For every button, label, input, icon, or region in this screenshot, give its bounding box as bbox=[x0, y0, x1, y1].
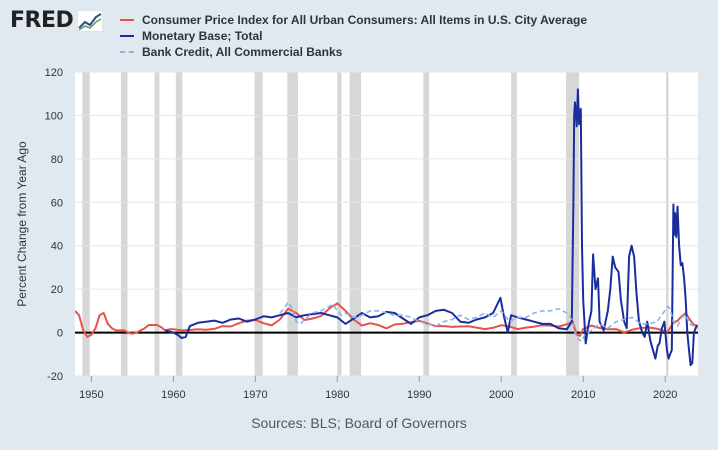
y-tick-label: 60 bbox=[51, 197, 63, 209]
x-tick-label: 1990 bbox=[407, 389, 431, 401]
x-tick-label: 2000 bbox=[489, 389, 513, 401]
recession-band bbox=[154, 72, 160, 376]
legend-label-cpi: Consumer Price Index for All Urban Consu… bbox=[142, 13, 587, 27]
legend-label-monetary-base: Monetary Base; Total bbox=[142, 29, 263, 43]
y-tick-label: 0 bbox=[57, 328, 63, 340]
x-tick-label: 1960 bbox=[161, 389, 185, 401]
x-tick-label: 1970 bbox=[243, 389, 267, 401]
legend-swatch-bank-credit bbox=[120, 51, 134, 53]
recession-band bbox=[175, 72, 183, 376]
legend-item-bank-credit[interactable]: Bank Credit, All Commercial Banks bbox=[120, 44, 587, 60]
recession-band bbox=[120, 72, 128, 376]
logo-text: FRED bbox=[10, 8, 74, 33]
x-tick-label: 1980 bbox=[325, 389, 349, 401]
recession-band bbox=[287, 72, 298, 376]
legend-swatch-monetary-base bbox=[120, 35, 134, 37]
recession-band bbox=[666, 72, 669, 376]
y-tick-label: 20 bbox=[51, 284, 63, 296]
legend-label-bank-credit: Bank Credit, All Commercial Banks bbox=[142, 45, 343, 59]
source-text: Sources: BLS; Board of Governors bbox=[251, 415, 467, 431]
chart-legend: Consumer Price Index for All Urban Consu… bbox=[120, 12, 587, 60]
x-tick-label: 2010 bbox=[571, 389, 595, 401]
recession-band bbox=[511, 72, 517, 376]
y-tick-label: 120 bbox=[45, 67, 63, 79]
x-tick-label: 1950 bbox=[79, 389, 103, 401]
chart-line-icon bbox=[77, 9, 104, 32]
recession-band bbox=[82, 72, 90, 376]
recession-band bbox=[349, 72, 362, 376]
series-group bbox=[75, 88, 698, 367]
legend-item-cpi[interactable]: Consumer Price Index for All Urban Consu… bbox=[120, 12, 587, 28]
y-tick-label: 40 bbox=[51, 241, 63, 253]
monetary-base-series-line bbox=[164, 88, 698, 367]
y-axis-label: Percent Change from Year Ago bbox=[15, 141, 29, 307]
recession-band bbox=[423, 72, 430, 376]
fred-logo[interactable]: FRED bbox=[10, 8, 104, 33]
y-tick-label: 100 bbox=[45, 110, 63, 122]
legend-swatch-cpi bbox=[120, 19, 134, 21]
x-tick-label: 2020 bbox=[653, 389, 677, 401]
y-tick-label: -20 bbox=[47, 371, 63, 383]
bank-credit-series-line bbox=[279, 301, 698, 343]
y-tick-label: 80 bbox=[51, 154, 63, 166]
recession-band bbox=[254, 72, 263, 376]
recession-band bbox=[337, 72, 342, 376]
legend-item-monetary-base[interactable]: Monetary Base; Total bbox=[120, 28, 587, 44]
